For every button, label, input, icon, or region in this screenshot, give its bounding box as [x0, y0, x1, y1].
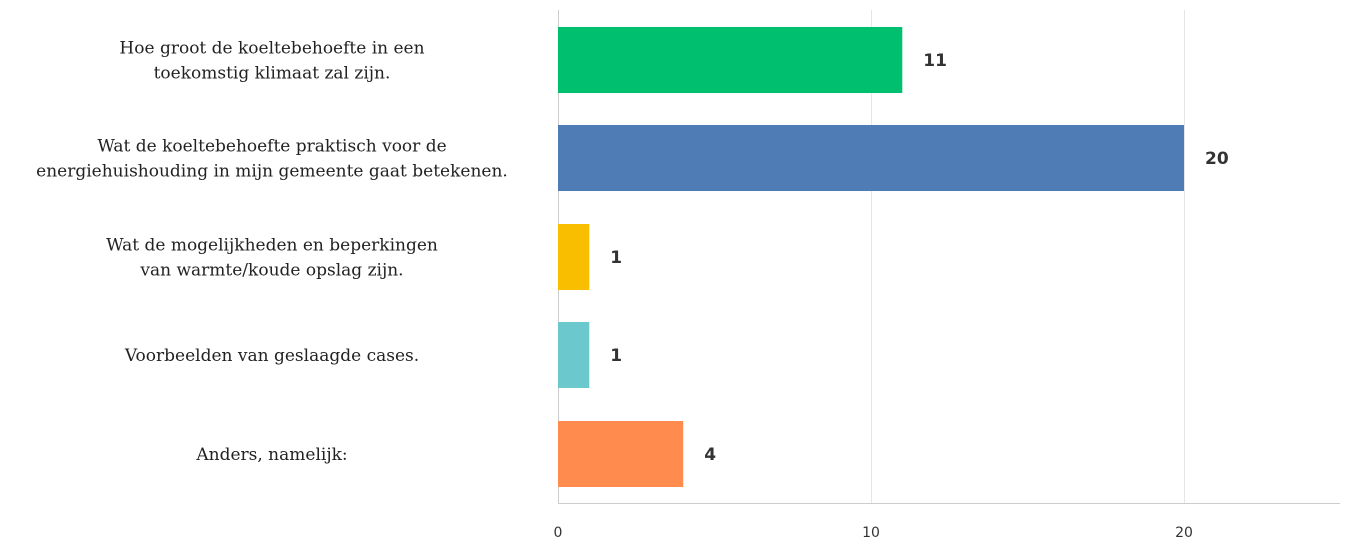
value-label-1: 20: [1205, 149, 1229, 169]
value-label-4: 4: [704, 445, 716, 465]
value-label-2: 1: [610, 248, 622, 268]
category-label-3-line-0: Voorbeelden van geslaagde cases.: [124, 346, 419, 366]
bar-0: [558, 27, 903, 93]
bars: [558, 27, 1184, 487]
category-label-1-line-1: energiehuishouding in mijn gemeente gaat…: [36, 162, 508, 182]
category-label-0: Hoe groot de koeltebehoefte in een toekom…: [119, 39, 424, 84]
category-label-3: Voorbeelden van geslaagde cases.: [124, 346, 419, 366]
category-labels: Hoe groot de koeltebehoefte in een toekom…: [36, 39, 508, 466]
category-label-4: Anders, namelijk:: [195, 445, 347, 465]
x-tick-label-20: 20: [1175, 525, 1193, 541]
category-label-2-line-1: van warmte/koude opslag zijn.: [139, 261, 403, 281]
bar-4: [558, 421, 684, 487]
category-label-4-line-0: Anders, namelijk:: [195, 445, 347, 465]
x-axis-ticks: 0 10 20: [554, 525, 1193, 541]
category-label-0-line-1: toekomstig klimaat zal zijn.: [154, 64, 391, 84]
x-tick-label-0: 0: [554, 525, 563, 541]
category-label-1-line-0: Wat de koeltebehoefte praktisch voor de: [97, 137, 446, 157]
category-label-0-line-0: Hoe groot de koeltebehoefte in een: [119, 39, 424, 59]
x-tick-label-10: 10: [862, 525, 880, 541]
value-label-0: 11: [923, 51, 947, 71]
value-label-3: 1: [610, 346, 622, 366]
category-label-2: Wat de mogelijkheden en beperkingen van w…: [106, 236, 438, 281]
category-label-1: Wat de koeltebehoefte praktisch voor de e…: [36, 137, 508, 182]
bar-3: [558, 322, 590, 388]
bar-2: [558, 224, 590, 290]
category-label-2-line-0: Wat de mogelijkheden en beperkingen: [106, 236, 438, 256]
bar-1: [558, 125, 1184, 191]
